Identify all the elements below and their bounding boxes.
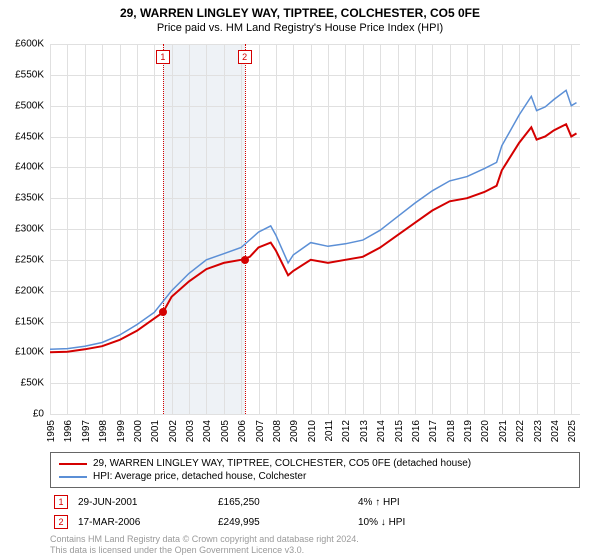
x-axis-label: 2008 xyxy=(272,420,283,442)
sale-date: 17-MAR-2006 xyxy=(78,517,218,528)
y-axis-label: £550K xyxy=(0,69,44,80)
x-axis-label: 2021 xyxy=(498,420,509,442)
chart-container: 29, WARREN LINGLEY WAY, TIPTREE, COLCHES… xyxy=(0,0,600,560)
x-axis-label: 2023 xyxy=(533,420,544,442)
legend-label: 29, WARREN LINGLEY WAY, TIPTREE, COLCHES… xyxy=(93,458,471,469)
x-axis-label: 1998 xyxy=(98,420,109,442)
sale-marker: 2 xyxy=(54,515,68,529)
sale-delta: 4% ↑ HPI xyxy=(358,497,580,508)
attribution-line: This data is licensed under the Open Gov… xyxy=(50,545,580,556)
x-axis-label: 2022 xyxy=(515,420,526,442)
sale-price: £165,250 xyxy=(218,497,358,508)
y-axis-label: £600K xyxy=(0,39,44,50)
x-axis-label: 2016 xyxy=(411,420,422,442)
sale-price: £249,995 xyxy=(218,517,358,528)
legend-item: HPI: Average price, detached house, Colc… xyxy=(59,470,571,483)
x-axis-label: 2001 xyxy=(150,420,161,442)
x-axis-label: 2011 xyxy=(324,420,335,442)
x-axis-label: 2009 xyxy=(289,420,300,442)
y-axis-label: £200K xyxy=(0,285,44,296)
x-axis-label: 1996 xyxy=(63,420,74,442)
x-axis-label: 2018 xyxy=(446,420,457,442)
x-axis-label: 2006 xyxy=(237,420,248,442)
y-axis-label: £100K xyxy=(0,347,44,358)
x-axis-label: 2005 xyxy=(220,420,231,442)
line-series xyxy=(50,44,580,414)
gridline-horizontal xyxy=(50,414,580,415)
x-axis-label: 2000 xyxy=(133,420,144,442)
x-axis-label: 1997 xyxy=(81,420,92,442)
y-axis-label: £150K xyxy=(0,316,44,327)
x-axis-label: 2015 xyxy=(394,420,405,442)
sale-delta: 10% ↓ HPI xyxy=(358,517,580,528)
y-axis-label: £250K xyxy=(0,254,44,265)
x-axis-label: 1999 xyxy=(116,420,127,442)
x-axis-label: 2020 xyxy=(480,420,491,442)
x-axis-label: 2024 xyxy=(550,420,561,442)
legend-label: HPI: Average price, detached house, Colc… xyxy=(93,471,306,482)
attribution-line: Contains HM Land Registry data © Crown c… xyxy=(50,534,580,545)
x-axis-label: 2004 xyxy=(202,420,213,442)
sale-date: 29-JUN-2001 xyxy=(78,497,218,508)
sale-marker: 1 xyxy=(54,495,68,509)
x-axis-label: 2003 xyxy=(185,420,196,442)
y-axis-label: £500K xyxy=(0,100,44,111)
sale-row: 1 29-JUN-2001£165,2504% ↑ HPI xyxy=(50,492,580,512)
y-axis-label: £350K xyxy=(0,193,44,204)
sale-row: 2 17-MAR-2006£249,99510% ↓ HPI xyxy=(50,512,580,532)
attribution: Contains HM Land Registry data © Crown c… xyxy=(50,534,580,556)
legend-swatch xyxy=(59,476,87,478)
chart-title: 29, WARREN LINGLEY WAY, TIPTREE, COLCHES… xyxy=(0,0,600,20)
x-axis-label: 2019 xyxy=(463,420,474,442)
legend: 29, WARREN LINGLEY WAY, TIPTREE, COLCHES… xyxy=(50,452,580,488)
y-axis-label: £0 xyxy=(0,409,44,420)
x-axis-label: 2014 xyxy=(376,420,387,442)
x-axis-label: 2002 xyxy=(168,420,179,442)
x-axis-label: 2013 xyxy=(359,420,370,442)
chart-subtitle: Price paid vs. HM Land Registry's House … xyxy=(0,20,600,34)
x-axis-label: 1995 xyxy=(46,420,57,442)
x-axis-label: 2017 xyxy=(428,420,439,442)
series-line xyxy=(50,90,577,349)
x-axis-label: 2010 xyxy=(307,420,318,442)
y-axis-label: £400K xyxy=(0,162,44,173)
plot-area: £0£50K£100K£150K£200K£250K£300K£350K£400… xyxy=(50,44,580,414)
legend-item: 29, WARREN LINGLEY WAY, TIPTREE, COLCHES… xyxy=(59,457,571,470)
x-axis-label: 2025 xyxy=(567,420,578,442)
y-axis-label: £300K xyxy=(0,224,44,235)
x-axis-label: 2007 xyxy=(255,420,266,442)
x-axis-label: 2012 xyxy=(341,420,352,442)
y-axis-label: £50K xyxy=(0,378,44,389)
legend-swatch xyxy=(59,463,87,465)
sales-table: 1 29-JUN-2001£165,2504% ↑ HPI 2 17-MAR-2006… xyxy=(50,492,580,532)
y-axis-label: £450K xyxy=(0,131,44,142)
